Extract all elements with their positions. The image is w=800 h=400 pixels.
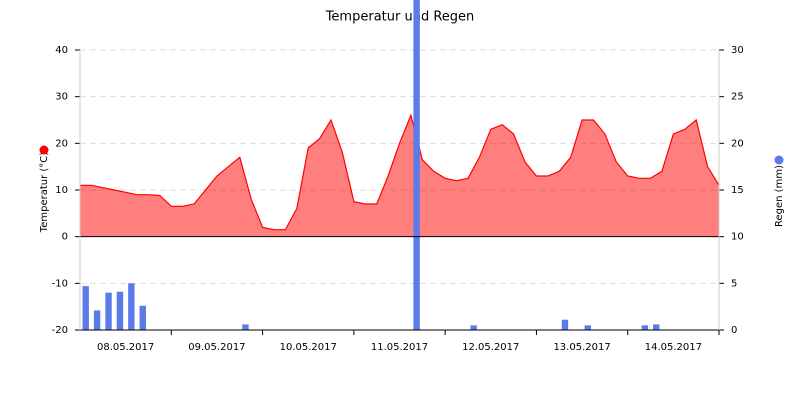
y-tick-label: 30 [55, 92, 68, 103]
rain-bar [242, 324, 249, 330]
y-tick-label: 20 [55, 138, 68, 149]
y-tick-label: 10 [55, 185, 68, 196]
rain-bar [82, 286, 89, 330]
y-tick-label: 40 [55, 45, 68, 56]
x-tick-label: 12.05.2017 [462, 342, 519, 353]
rain-bar [561, 319, 569, 330]
rain-bar [470, 325, 477, 330]
temperature-line [80, 113, 720, 231]
y2-tick-label: 10 [731, 232, 744, 243]
y-axis-label: Temperatur (°C) [39, 152, 50, 233]
rain-bar [128, 283, 135, 330]
y-tick-label: 0 [62, 232, 68, 243]
y2-tick-label: 30 [731, 45, 744, 56]
legend-dot [774, 155, 784, 165]
rain-bar [93, 310, 101, 330]
y2-tick-label: 15 [731, 185, 744, 196]
temperature-area [80, 115, 719, 237]
rain-bar [413, 0, 420, 330]
rain-bar [105, 292, 112, 330]
rain-bar [653, 324, 660, 330]
x-tick-label: 14.05.2017 [645, 342, 702, 353]
chart-title: Temperatur und Regen [325, 10, 475, 25]
legend-dot [39, 145, 49, 155]
y2-tick-label: 20 [731, 138, 744, 149]
y2-tick-label: 0 [731, 325, 737, 336]
x-tick-label: 09.05.2017 [188, 342, 245, 353]
x-tick-label: 08.05.2017 [97, 342, 154, 353]
x-tick-label: 11.05.2017 [371, 342, 428, 353]
y2-tick-label: 5 [731, 278, 737, 289]
rain-bar [116, 291, 124, 330]
rain-bar [641, 325, 649, 330]
rain-bar [584, 325, 591, 330]
y2-axis-label: Regen (mm) [774, 165, 785, 227]
y2-tick-label: 25 [731, 92, 744, 103]
y-tick-label: -10 [52, 278, 68, 289]
x-tick-label: 10.05.2017 [280, 342, 337, 353]
y-tick-label: -20 [52, 325, 68, 336]
x-tick-label: 13.05.2017 [553, 342, 610, 353]
rain-bar [139, 305, 146, 330]
